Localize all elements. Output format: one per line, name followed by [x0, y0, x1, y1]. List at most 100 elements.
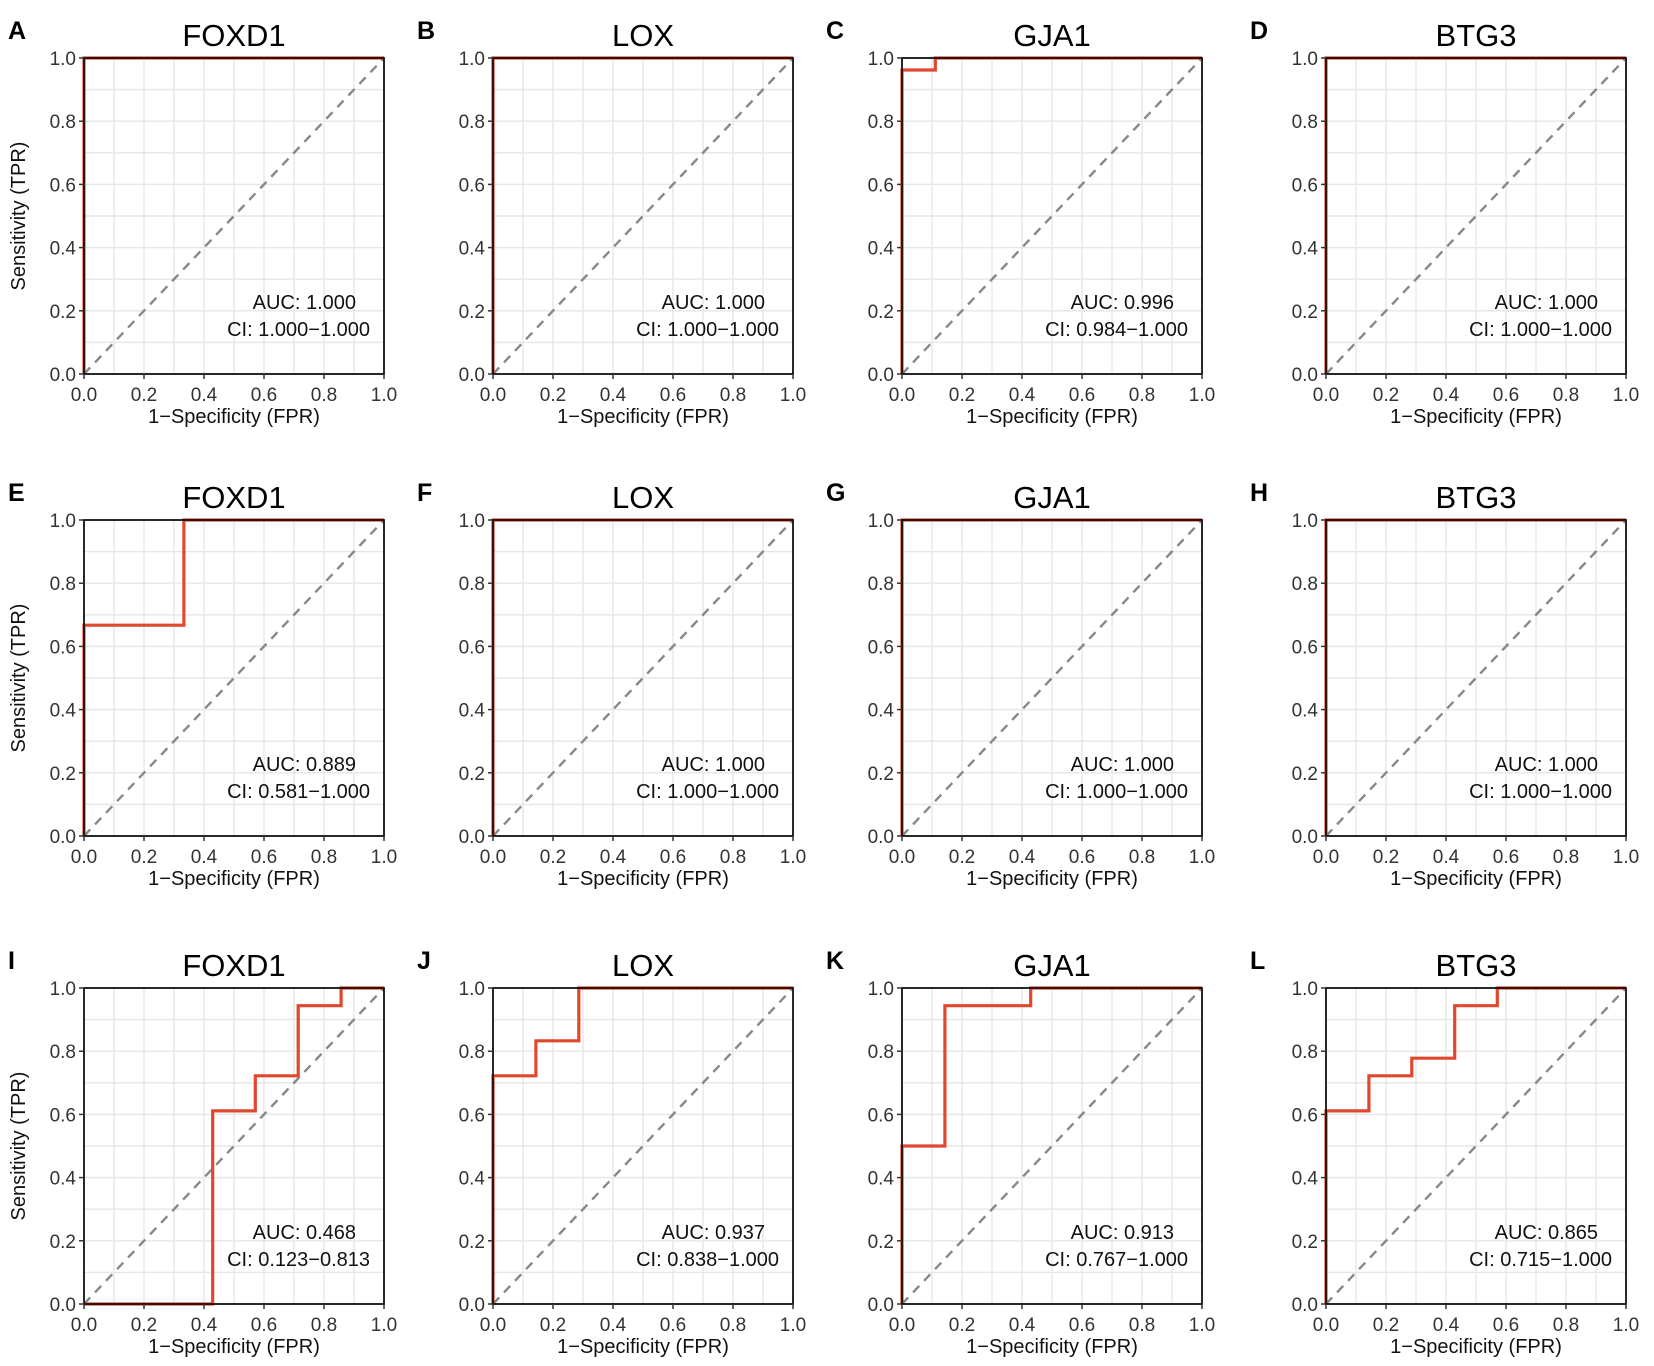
x-tick-label: 0.4 — [191, 385, 218, 406]
x-tick-label: 0.6 — [1493, 847, 1519, 868]
y-tick-label: 0.4 — [50, 1169, 77, 1190]
x-tick-label: 0.8 — [1129, 847, 1155, 868]
x-tick-label: 0.2 — [1373, 385, 1399, 406]
x-tick-label: 1.0 — [371, 385, 397, 406]
plot-frame — [83, 519, 385, 837]
y-tick-label: 0.6 — [50, 637, 76, 658]
y-tick-label: 1.0 — [459, 511, 485, 532]
diagonal-reference-line — [492, 57, 794, 375]
y-tick-label: 1.0 — [50, 511, 76, 532]
roc-panel-b: 0.00.0 0.2 0.2 0.4 0.4 0.6 0.6 0.8 0.8 1.0 1.0 1−Sp… — [417, 17, 806, 428]
x-tick-label: 0.6 — [251, 1315, 277, 1336]
x-tick-label: 1.0 — [1189, 847, 1215, 868]
x-tick-label: 0.2 — [949, 847, 975, 868]
x-tick-label: 0.2 — [131, 847, 157, 868]
axis-ticks: 0.00.0 0.2 0.2 0.4 0.4 0.6 0.6 0.8 0.8 1.0 1.0 — [459, 979, 807, 1336]
axis-ticks: 0.00.0 0.2 0.2 0.4 0.4 0.6 0.6 0.8 0.8 1.0 1.0 — [459, 511, 807, 868]
panel-letter: B — [417, 17, 435, 45]
y-tick-label: 0.4 — [868, 239, 895, 260]
x-tick-label: 1.0 — [1189, 385, 1215, 406]
panel-title: LOX — [612, 948, 674, 983]
ci-value-label: CI: 0.838−1.000 — [636, 1249, 779, 1271]
panel-title: FOXD1 — [182, 18, 285, 53]
x-tick-label: 0.0 — [1313, 385, 1339, 406]
x-tick-label: 1.0 — [1613, 1315, 1639, 1336]
gridlines — [1326, 988, 1626, 1304]
auc-value-label: AUC: 1.000 — [1495, 754, 1598, 776]
gridlines — [902, 58, 1202, 374]
y-tick-label: 0.2 — [459, 302, 485, 323]
gridlines — [1326, 520, 1626, 836]
y-tick-label: 1.0 — [50, 979, 76, 1000]
x-tick-label: 0.4 — [600, 1315, 627, 1336]
plot-frame — [83, 987, 385, 1305]
panel-title: BTG3 — [1436, 18, 1517, 53]
x-axis-label: 1−Specificity (FPR) — [557, 1336, 729, 1358]
x-axis-label: 1−Specificity (FPR) — [1390, 406, 1562, 428]
plot-frame — [492, 519, 794, 837]
plot-frame — [492, 57, 794, 375]
x-tick-label: 0.2 — [131, 385, 157, 406]
diagonal-reference-line — [83, 57, 385, 375]
x-tick-label: 1.0 — [371, 1315, 397, 1336]
y-tick-label: 0.6 — [868, 1105, 894, 1126]
x-tick-label: 0.8 — [1553, 385, 1579, 406]
y-tick-label: 1.0 — [1292, 979, 1318, 1000]
plot-frame — [1325, 987, 1627, 1305]
x-tick-label: 0.6 — [660, 847, 686, 868]
auc-value-label: AUC: 0.865 — [1495, 1222, 1598, 1244]
x-tick-label: 0.6 — [660, 385, 686, 406]
axis-ticks: 0.00.0 0.2 0.2 0.4 0.4 0.6 0.6 0.8 0.8 1.0 1.0 — [868, 49, 1216, 406]
x-tick-label: 0.8 — [1553, 1315, 1579, 1336]
x-tick-label: 0.0 — [889, 1315, 915, 1336]
ci-value-label: CI: 0.123−0.813 — [227, 1249, 370, 1271]
x-tick-label: 0.2 — [540, 385, 566, 406]
x-tick-label: 0.0 — [71, 1315, 97, 1336]
y-tick-label: 0.2 — [868, 302, 894, 323]
y-tick-label: 0.2 — [50, 1232, 76, 1253]
gridlines — [84, 520, 384, 836]
axis-ticks: 0.00.0 0.2 0.2 0.4 0.4 0.6 0.6 0.8 0.8 1.0 1.0 — [459, 49, 807, 406]
x-tick-label: 0.6 — [1493, 385, 1519, 406]
x-tick-label: 0.2 — [949, 385, 975, 406]
ci-value-label: CI: 1.000−1.000 — [1469, 781, 1612, 803]
roc-panel-e: 0.00.0 0.2 0.2 0.4 0.4 0.6 0.6 0.8 0.8 1.0 1.0 1−Sp… — [8, 479, 397, 890]
x-tick-label: 0.4 — [1009, 1315, 1036, 1336]
y-tick-label: 1.0 — [1292, 511, 1318, 532]
y-tick-label: 0.4 — [1292, 239, 1319, 260]
y-tick-label: 0.8 — [868, 112, 894, 133]
axis-ticks: 0.00.0 0.2 0.2 0.4 0.4 0.6 0.6 0.8 0.8 1.0 1.0 — [1292, 511, 1640, 868]
auc-value-label: AUC: 0.889 — [253, 754, 356, 776]
diagonal-reference-line — [83, 987, 385, 1305]
y-tick-label: 0.0 — [459, 365, 485, 386]
ci-value-label: CI: 1.000−1.000 — [636, 781, 779, 803]
x-tick-label: 0.8 — [311, 385, 337, 406]
x-tick-label: 1.0 — [1189, 1315, 1215, 1336]
x-axis-label: 1−Specificity (FPR) — [966, 868, 1138, 890]
y-tick-label: 0.2 — [868, 764, 894, 785]
y-tick-label: 0.0 — [1292, 1295, 1318, 1316]
y-tick-label: 0.2 — [868, 1232, 894, 1253]
x-tick-label: 1.0 — [1613, 847, 1639, 868]
roc-panel-f: 0.00.0 0.2 0.2 0.4 0.4 0.6 0.6 0.8 0.8 1.0 1.0 1−Sp… — [417, 479, 806, 890]
x-tick-label: 0.8 — [720, 385, 746, 406]
auc-value-label: AUC: 0.937 — [662, 1222, 765, 1244]
panel-letter: C — [826, 17, 844, 45]
panel-letter: A — [8, 17, 26, 45]
y-axis-label: Sensitivity (TPR) — [8, 142, 30, 291]
x-tick-label: 0.0 — [71, 385, 97, 406]
gridlines — [902, 520, 1202, 836]
x-tick-label: 0.0 — [480, 385, 506, 406]
y-tick-label: 0.8 — [868, 574, 894, 595]
roc-panel-j: 0.00.0 0.2 0.2 0.4 0.4 0.6 0.6 0.8 0.8 1.0 1.0 1−Sp… — [417, 947, 806, 1358]
x-tick-label: 0.6 — [660, 1315, 686, 1336]
diagonal-reference-line — [901, 519, 1203, 837]
x-tick-label: 0.4 — [191, 1315, 218, 1336]
panel-title: LOX — [612, 480, 674, 515]
y-tick-label: 0.0 — [459, 1295, 485, 1316]
x-tick-label: 0.6 — [1069, 385, 1095, 406]
gridlines — [493, 520, 793, 836]
panel-title: GJA1 — [1013, 948, 1091, 983]
y-tick-label: 0.6 — [868, 175, 894, 196]
y-tick-label: 0.0 — [50, 1295, 76, 1316]
